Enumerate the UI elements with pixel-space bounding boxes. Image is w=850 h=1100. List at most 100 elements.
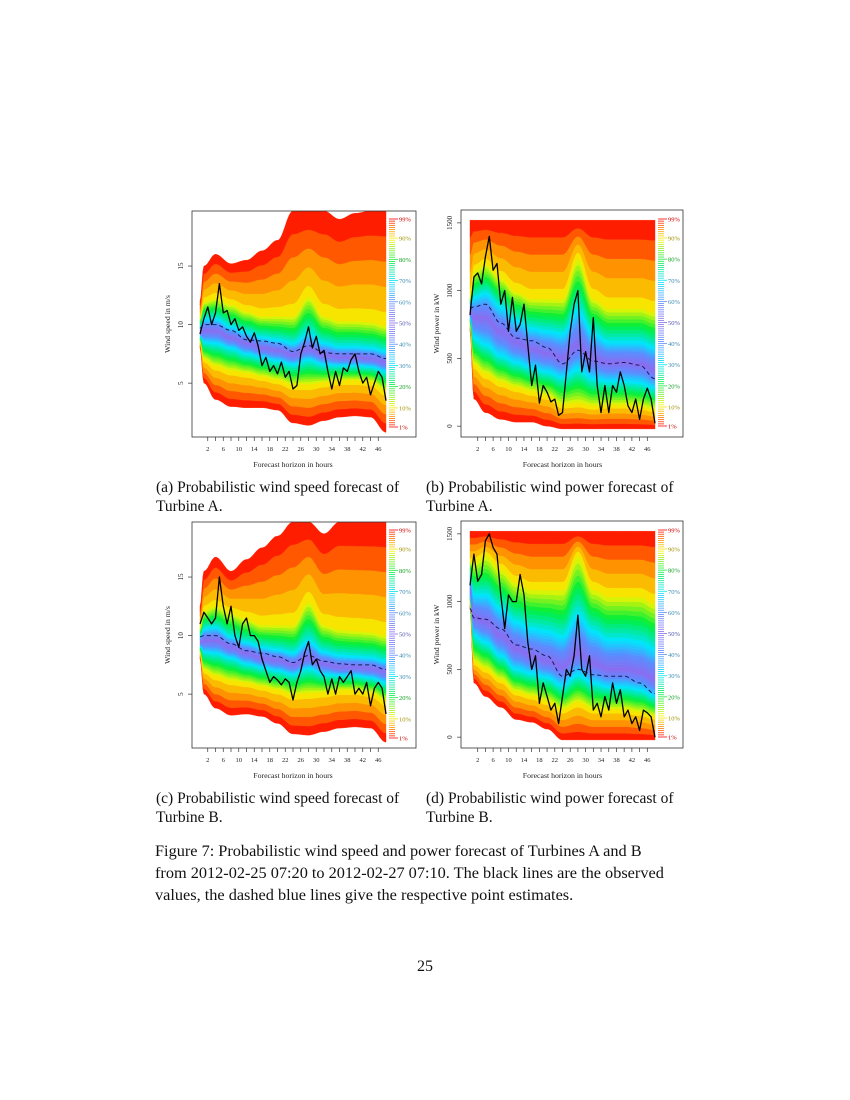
- legend-label: 50%: [668, 631, 681, 638]
- x-tick-label: 10: [505, 446, 512, 453]
- y-tick-label: 1500: [446, 526, 454, 541]
- y-tick-label: 5: [177, 381, 185, 385]
- legend-label: 1%: [399, 736, 408, 743]
- y-tick-label: 500: [446, 353, 454, 364]
- plot-area: [199, 211, 387, 433]
- legend-label: 80%: [399, 568, 412, 575]
- legend-label: 10%: [399, 405, 412, 412]
- legend-label: 30%: [399, 674, 412, 681]
- legend-label: 50%: [399, 321, 412, 328]
- x-tick-label: 30: [582, 757, 589, 764]
- x-tick-label: 22: [282, 757, 289, 764]
- observed-line: [199, 576, 387, 715]
- plot-frame: [191, 210, 417, 438]
- subcaption-line: Turbine A.: [426, 498, 493, 515]
- y-tick-label: 1000: [446, 594, 454, 609]
- legend-label: 40%: [668, 652, 681, 659]
- x-tick-label: 6: [492, 757, 496, 764]
- x-tick-label: 2: [206, 446, 209, 453]
- x-tick-label: 10: [505, 757, 512, 764]
- subcaption-d: (d) Probabilistic wind power forecast of…: [426, 789, 674, 827]
- subcaption-line: (a) Probabilistic wind speed forecast of: [156, 479, 400, 496]
- x-tick-label: 30: [582, 446, 589, 453]
- plot-frame: [460, 209, 684, 438]
- plot-frame: [460, 520, 684, 749]
- x-axis-label: Forecast horizon in hours: [523, 460, 602, 469]
- subcaption-line: Turbine A.: [156, 498, 223, 515]
- figure-panel-a: 99% 90% 80% 70% 60% 50% 40% 30% 20% 10% 1% 2 6 10 14 18…: [160, 205, 425, 473]
- x-axis-label: Forecast horizon in hours: [253, 771, 332, 780]
- point-estimate-line: [469, 303, 656, 380]
- x-tick-label: 46: [375, 446, 382, 453]
- x-tick-label: 42: [360, 757, 367, 764]
- observed-line: [199, 282, 387, 401]
- legend-label: 50%: [668, 320, 681, 327]
- x-tick-label: 46: [644, 757, 651, 764]
- x-tick-label: 38: [344, 446, 351, 453]
- legend-label: 30%: [399, 363, 412, 370]
- x-tick-label: 34: [598, 446, 605, 453]
- x-tick-label: 6: [492, 446, 496, 453]
- x-tick-label: 2: [476, 446, 479, 453]
- legend-label: 80%: [399, 257, 412, 264]
- x-tick-label: 42: [629, 446, 636, 453]
- quantile-band: [469, 530, 656, 547]
- x-tick-label: 26: [298, 446, 305, 453]
- x-axis-label: Forecast horizon in hours: [523, 771, 602, 780]
- subcaption-a: (a) Probabilistic wind speed forecast of…: [156, 478, 399, 516]
- x-tick-label: 14: [251, 757, 258, 764]
- legend-label: 50%: [399, 632, 412, 639]
- x-tick-label: 46: [644, 446, 651, 453]
- legend-label: 90%: [668, 547, 681, 554]
- x-tick-label: 46: [375, 757, 382, 764]
- legend-label: 80%: [668, 568, 681, 575]
- legend-label: 40%: [399, 342, 412, 349]
- legend-label: 60%: [668, 299, 681, 306]
- legend-label: 40%: [668, 341, 681, 348]
- figure-panel-b: 99% 90% 80% 70% 60% 50% 40% 30% 20% 10% 1% 2 6 10 14 18…: [425, 205, 690, 473]
- point-estimate-line: [199, 324, 386, 359]
- legend-label: 1%: [668, 424, 677, 431]
- legend-label: 1%: [668, 735, 677, 742]
- legend-label: 70%: [399, 278, 412, 285]
- legend-label: 99%: [668, 217, 681, 224]
- x-tick-label: 34: [598, 757, 605, 764]
- x-tick-label: 38: [613, 446, 620, 453]
- legend-label: 20%: [399, 695, 412, 702]
- page-number: 25: [417, 958, 433, 975]
- x-tick-label: 18: [267, 757, 274, 764]
- x-tick-label: 30: [313, 446, 320, 453]
- x-tick-label: 18: [267, 446, 274, 453]
- x-tick-label: 26: [298, 757, 305, 764]
- legend-label: 99%: [668, 528, 681, 535]
- observed-line: [469, 235, 656, 424]
- y-tick-label: 0: [446, 735, 454, 739]
- y-tick-label: 10: [177, 632, 185, 640]
- x-tick-label: 10: [236, 757, 243, 764]
- legend-label: 90%: [668, 236, 681, 243]
- x-tick-label: 30: [313, 757, 320, 764]
- y-axis-label: Wind power in kW: [432, 293, 441, 353]
- x-tick-label: 42: [629, 757, 636, 764]
- x-tick-label: 14: [251, 446, 258, 453]
- x-tick-label: 6: [222, 757, 226, 764]
- y-axis-label: Wind speed in m/s: [163, 295, 172, 353]
- quantile-band: [199, 211, 387, 305]
- legend-label: 30%: [668, 673, 681, 680]
- quantile-band: [199, 522, 387, 612]
- x-tick-label: 34: [329, 757, 336, 764]
- x-tick-label: 34: [329, 446, 336, 453]
- legend-label: 90%: [399, 547, 412, 554]
- x-tick-label: 18: [536, 757, 543, 764]
- figure-panel-d: 99% 90% 80% 70% 60% 50% 40% 30% 20% 10% 1% 2 6 10 14 18…: [425, 516, 690, 784]
- legend-label: 60%: [399, 299, 412, 306]
- y-tick-label: 1500: [446, 215, 454, 230]
- y-tick-label: 1000: [446, 283, 454, 298]
- figure-caption-line: from 2012-02-25 07:20 to 2012-02-27 07:1…: [155, 863, 664, 882]
- subcaption-c: (c) Probabilistic wind speed forecast of…: [156, 789, 399, 827]
- x-tick-label: 22: [552, 446, 559, 453]
- legend-label: 10%: [668, 715, 681, 722]
- x-tick-label: 26: [567, 757, 574, 764]
- legend-label: 20%: [399, 384, 412, 391]
- legend-label: 70%: [399, 589, 412, 596]
